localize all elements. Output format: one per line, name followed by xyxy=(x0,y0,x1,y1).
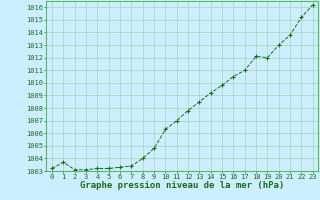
X-axis label: Graphe pression niveau de la mer (hPa): Graphe pression niveau de la mer (hPa) xyxy=(80,181,284,190)
